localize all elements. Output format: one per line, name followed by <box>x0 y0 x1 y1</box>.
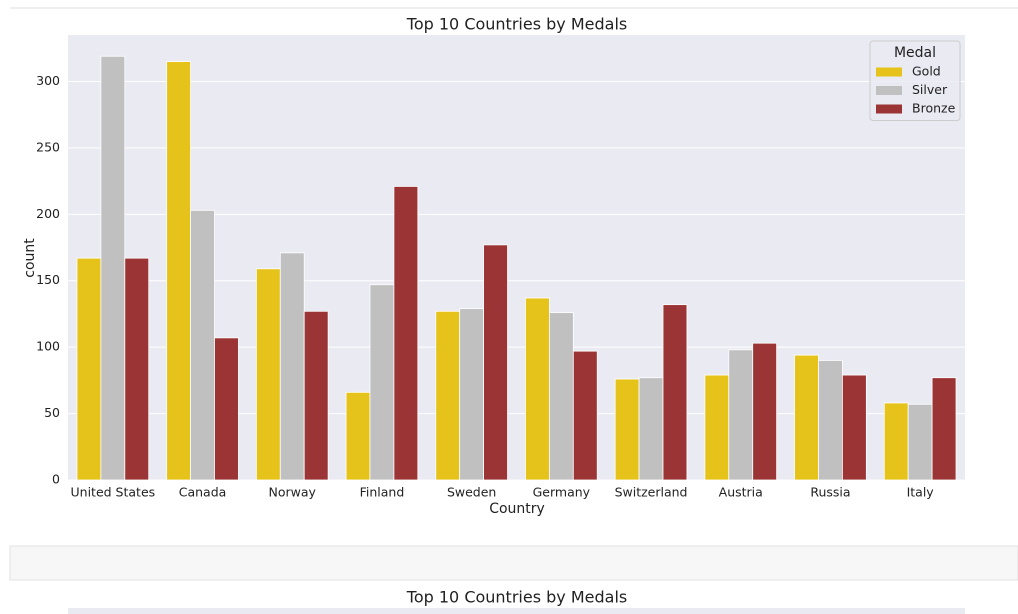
input-cell[interactable] <box>9 545 1018 581</box>
legend-swatch <box>876 86 902 95</box>
legend-box <box>869 40 961 121</box>
next-plot-area <box>68 608 965 614</box>
legend-title: Medal <box>894 45 936 61</box>
x-tick-label: Norway <box>269 485 317 500</box>
bar <box>279 252 305 481</box>
legend-label: Silver <box>912 82 948 97</box>
y-tick-label: 250 <box>36 139 60 154</box>
bar <box>255 268 281 481</box>
bar <box>214 337 239 481</box>
y-axis-label: count <box>22 238 38 278</box>
bar <box>435 310 461 481</box>
x-tick-label: Finland <box>360 485 405 500</box>
bar <box>190 209 215 481</box>
bar <box>303 310 329 481</box>
bar <box>818 360 843 481</box>
bar <box>459 308 485 481</box>
y-tick-label: 150 <box>36 272 60 287</box>
bar <box>614 378 640 481</box>
y-tick-label: 200 <box>36 206 60 221</box>
plot: 0 50 100 150 200 250 300 United States Canada Nor… <box>36 40 965 500</box>
bar <box>525 297 550 481</box>
x-tick-label: Italy <box>907 485 935 500</box>
bar <box>100 55 126 481</box>
legend-swatch <box>876 104 902 114</box>
bar <box>124 257 150 481</box>
x-tick-label: United States <box>71 485 156 500</box>
y-tick-label: 0 <box>52 472 60 487</box>
bar <box>931 377 957 481</box>
x-axis-label: Country <box>489 501 545 517</box>
x-tick-label: Canada <box>179 485 227 500</box>
x-tick-label: Sweden <box>447 485 496 500</box>
bar <box>883 402 909 481</box>
legend-label: Gold <box>912 64 941 79</box>
bar <box>907 403 933 481</box>
x-tick-label: Austria <box>719 485 763 500</box>
bar <box>638 377 664 481</box>
bar <box>548 312 574 481</box>
bar <box>483 244 508 481</box>
legend-swatch <box>876 67 902 77</box>
x-tick-label: Germany <box>533 485 591 500</box>
bar <box>393 186 419 481</box>
bar <box>704 374 730 481</box>
bar <box>728 349 754 481</box>
x-tick-label: Russia <box>810 485 850 500</box>
y-tick-label: 300 <box>36 73 60 88</box>
bar <box>842 374 867 481</box>
bar <box>76 257 102 481</box>
x-tick-label: Switzerland <box>615 485 688 500</box>
bar <box>345 391 371 481</box>
bar <box>369 284 395 481</box>
next-chart-title: Top 10 Countries by Medals <box>406 588 627 607</box>
bar <box>166 61 191 481</box>
bar <box>752 342 778 481</box>
chart-title: Top 10 Countries by Medals <box>406 15 627 34</box>
legend-label: Bronze <box>912 101 956 116</box>
bar <box>662 304 688 481</box>
bar <box>794 354 819 481</box>
y-tick-label: 100 <box>36 339 60 354</box>
bar <box>572 350 598 481</box>
y-tick-label: 50 <box>44 405 60 420</box>
